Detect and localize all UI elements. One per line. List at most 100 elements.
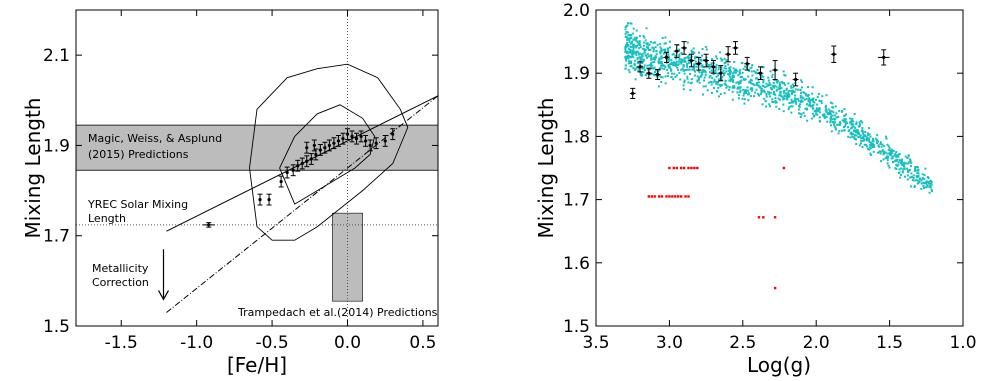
cyan-point — [672, 78, 675, 81]
cyan-point — [783, 74, 786, 77]
cyan-point — [699, 74, 702, 77]
cyan-point — [783, 83, 786, 86]
cyan-point — [632, 51, 635, 54]
cyan-point — [630, 36, 633, 39]
cyan-point — [926, 185, 929, 188]
cyan-point — [692, 63, 695, 66]
cyan-point — [809, 104, 812, 107]
cyan-point — [660, 80, 663, 83]
left-point-13 — [326, 139, 332, 152]
cyan-point — [646, 47, 649, 50]
cyan-point — [829, 119, 832, 122]
cyan-point — [812, 100, 815, 103]
cyan-point — [889, 149, 892, 152]
cyan-point — [717, 68, 720, 71]
cyan-point — [630, 62, 633, 65]
cyan-model-points — [624, 22, 934, 194]
cyan-point — [898, 168, 901, 171]
cyan-point — [894, 160, 897, 163]
right-point-5 — [673, 44, 680, 58]
cyan-point — [740, 79, 743, 82]
cyan-point — [868, 141, 871, 144]
left-point-18-marker — [350, 134, 354, 138]
cyan-point — [705, 48, 708, 51]
cyan-point — [739, 86, 742, 89]
cyan-point — [875, 138, 878, 141]
cyan-point — [841, 110, 844, 113]
left-point-6-marker — [296, 164, 300, 168]
cyan-point — [783, 95, 786, 98]
cyan-point — [694, 62, 697, 65]
cyan-point — [768, 95, 771, 98]
cyan-point — [883, 145, 886, 148]
cyan-point — [811, 92, 814, 95]
cyan-point — [664, 65, 667, 68]
cyan-point — [719, 57, 722, 60]
cyan-point — [895, 159, 898, 162]
red-point — [660, 195, 664, 198]
cyan-point — [714, 70, 717, 73]
left-point-0 — [202, 222, 215, 228]
cyan-point — [643, 48, 646, 51]
cyan-point — [834, 126, 837, 129]
left-point-2-marker — [267, 198, 271, 202]
cyan-point — [859, 139, 862, 142]
cyan-point — [663, 64, 666, 67]
cyan-point — [708, 76, 711, 79]
left-ytick-label-0: 1.5 — [43, 317, 70, 337]
cyan-point — [833, 123, 836, 126]
cyan-point — [904, 155, 907, 158]
cyan-point — [863, 143, 866, 146]
right-point-2-marker — [647, 71, 651, 75]
right-point-17-marker — [794, 77, 798, 82]
left-plot-frame — [75, 9, 439, 327]
cyan-point — [754, 71, 757, 74]
cyan-point — [902, 162, 905, 165]
right-point-16-marker — [773, 68, 777, 72]
cyan-point — [867, 127, 870, 130]
left-y-axis-label: Mixing Length — [21, 98, 45, 239]
cyan-point — [901, 171, 904, 174]
cyan-point — [649, 72, 652, 75]
cyan-point — [729, 80, 732, 83]
right-point-15-marker — [758, 71, 763, 75]
cyan-point — [836, 123, 839, 126]
arrow-label-line1: Metallicity — [92, 262, 149, 275]
cyan-point — [654, 41, 657, 44]
cyan-point — [647, 48, 650, 51]
cyan-point — [627, 57, 630, 60]
cyan-point — [706, 62, 709, 65]
left-xtick-label-1: -1.0 — [180, 333, 213, 353]
cyan-point — [778, 107, 781, 110]
cyan-point — [640, 53, 643, 56]
cyan-point — [629, 65, 632, 68]
cyan-point — [913, 169, 916, 172]
cyan-point — [880, 145, 883, 148]
cyan-point — [915, 169, 918, 172]
cyan-point — [702, 65, 705, 68]
cyan-point — [807, 104, 810, 107]
cyan-point — [912, 176, 915, 179]
cyan-point — [925, 186, 928, 189]
cyan-point — [727, 69, 730, 72]
cyan-point — [790, 86, 793, 89]
cyan-point — [902, 168, 905, 171]
cyan-point — [662, 52, 665, 55]
right-point-9 — [703, 53, 710, 68]
cyan-point — [635, 46, 638, 49]
right-point-18-marker — [832, 52, 836, 56]
cyan-point — [849, 117, 852, 120]
cyan-point — [756, 92, 759, 95]
cyan-point — [922, 184, 925, 187]
cyan-point — [844, 125, 847, 128]
left-point-7-marker — [300, 161, 304, 166]
cyan-point — [698, 81, 701, 84]
cyan-point — [807, 93, 810, 96]
cyan-point — [915, 179, 918, 182]
cyan-point — [843, 120, 846, 123]
cyan-point — [909, 185, 912, 188]
cyan-point — [765, 82, 768, 85]
cyan-point — [895, 163, 898, 166]
cyan-point — [834, 105, 837, 108]
cyan-point — [867, 134, 870, 137]
